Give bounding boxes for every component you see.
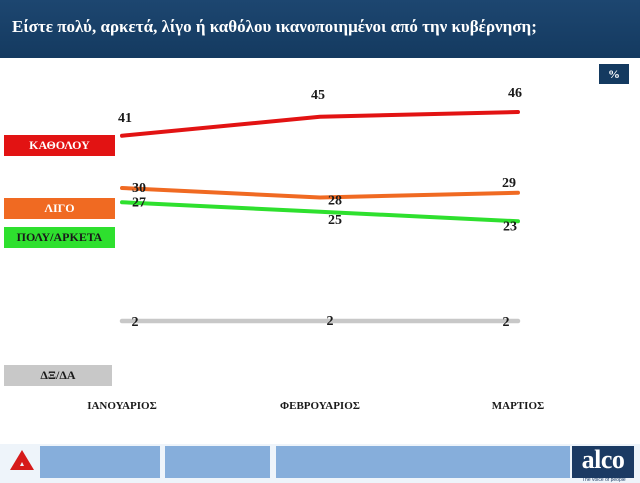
footer-strip (276, 446, 570, 478)
data-label: 2 (132, 315, 139, 330)
x-tick-label: ΙΑΝΟΥΑΡΙΟΣ (87, 400, 157, 412)
data-label: 23 (503, 219, 517, 234)
series-label-ligo: ΛΙΓΟ (4, 198, 115, 219)
unit-badge: % (599, 64, 629, 84)
footer-strip (40, 446, 160, 478)
header-bar: Είστε πολύ, αρκετά, λίγο ή καθόλου ικανο… (0, 0, 640, 58)
data-label: 2 (503, 315, 510, 330)
alco-logo: alco (572, 446, 634, 478)
alco-tagline: The voice of people (582, 477, 626, 483)
x-tick-label: ΦΕΒΡΟΥΑΡΙΟΣ (280, 400, 360, 412)
data-label: 41 (118, 111, 132, 126)
data-label: 25 (328, 213, 342, 228)
value-label-layer: 41 45 46 30 28 29 27 25 23 2 2 2 (118, 86, 522, 330)
data-label: 27 (132, 195, 146, 210)
data-label: 28 (328, 194, 342, 209)
series-label-dx-da: ΔΞ/ΔΑ (4, 365, 112, 386)
chart-title: Είστε πολύ, αρκετά, λίγο ή καθόλου ικανο… (12, 17, 537, 36)
data-label: 29 (502, 176, 516, 191)
series-line (120, 186, 520, 200)
x-axis: ΙΑΝΟΥΑΡΙΟΣ ΦΕΒΡΟΥΑΡΙΟΣ ΜΑΡΤΙΟΣ (87, 400, 544, 412)
series-label-poly-arketa: ΠΟΛΥ/ΑΡΚΕΤΑ (4, 227, 115, 248)
data-label: 46 (508, 86, 522, 101)
data-label: 45 (311, 88, 325, 103)
data-label: 30 (132, 181, 146, 196)
series-label-katholou: ΚΑΘΟΛΟΥ (4, 135, 115, 156)
x-tick-label: ΜΑΡΤΙΟΣ (492, 400, 544, 412)
series-line (120, 110, 520, 138)
footer-strip (165, 446, 270, 478)
footer-bar (0, 444, 640, 483)
broadcaster-logo-icon (10, 450, 34, 470)
series-layer (119, 110, 521, 324)
data-label: 2 (327, 314, 334, 329)
series-line (120, 200, 520, 224)
